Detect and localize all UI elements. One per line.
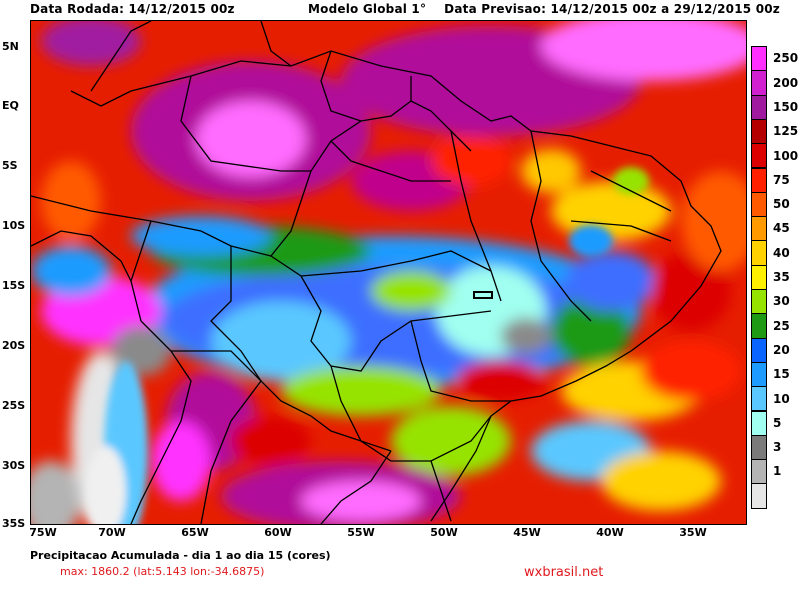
colorbar-segment (751, 434, 767, 461)
model-name-label: Modelo Global 1° (308, 2, 427, 16)
precip-field (31, 21, 746, 524)
colorbar-label: 45 (773, 221, 790, 236)
lat-label: 30S (2, 459, 26, 472)
lat-label: 5N (2, 40, 19, 53)
colorbar-segment (751, 289, 767, 315)
lat-label: 20S (2, 339, 26, 352)
colorbar-label: 40 (773, 245, 790, 260)
colorbar-label: 1 (773, 464, 782, 479)
colorbar-label: 250 (773, 51, 799, 66)
lon-label: 60W (264, 526, 292, 539)
colorbar-segment (751, 191, 767, 218)
colorbar-segment (751, 216, 767, 242)
colorbar-segment (751, 46, 767, 72)
colorbar-segment (751, 386, 767, 412)
max-value-label: max: 1860.2 (lat:5.143 lon:-34.6875) (60, 565, 265, 578)
run-date-label: Data Rodada: 14/12/2015 00z (30, 2, 235, 16)
colorbar-segment (751, 94, 767, 120)
colorbar-segment (751, 264, 767, 290)
colorbar-label: 25 (773, 318, 790, 333)
forecast-date-label: Data Previsao: 14/12/2015 00z a 29/12/20… (444, 2, 780, 16)
colorbar-label: 20 (773, 342, 790, 357)
lon-label: 75W (29, 526, 57, 539)
colorbar-segment (751, 118, 767, 145)
boundaries (31, 21, 722, 524)
lon-label: 35W (679, 526, 707, 539)
colorbar-segment (751, 483, 767, 509)
colorbar-segment (751, 240, 767, 266)
map-title: Precipitacao Acumulada - dia 1 ao dia 15… (30, 549, 331, 562)
colorbar-label: 5 (773, 415, 782, 430)
lon-label: 50W (430, 526, 458, 539)
colorbar-label: 15 (773, 367, 790, 382)
colorbar-label: 100 (773, 148, 799, 163)
lon-label: 55W (347, 526, 375, 539)
colorbar-segment (751, 313, 767, 339)
lat-label: EQ (2, 99, 19, 112)
lon-label: 40W (596, 526, 624, 539)
precipitation-map-canvas (31, 21, 746, 524)
lat-label: 15S (2, 279, 26, 292)
colorbar-label: 125 (773, 124, 799, 139)
precipitation-map (30, 20, 747, 525)
colorbar-label: 50 (773, 197, 790, 212)
colorbar-label: 3 (773, 440, 782, 455)
colorbar-segment (751, 70, 767, 96)
colorbar-segment (751, 337, 767, 363)
colorbar-label: 35 (773, 270, 790, 284)
colorbar-segment (751, 143, 767, 169)
colorbar-label: 75 (773, 172, 790, 187)
lat-label: 35S (2, 517, 26, 530)
colorbar-segment (751, 410, 767, 436)
colorbar-label: 200 (773, 75, 799, 90)
lon-label: 45W (513, 526, 541, 539)
colorbar-segment (751, 167, 767, 193)
lat-label: 5S (2, 159, 18, 172)
lon-label: 65W (181, 526, 209, 539)
lon-label: 70W (98, 526, 126, 539)
site-credit: wxbrasil.net (524, 565, 604, 580)
lat-label: 25S (2, 399, 26, 412)
colorbar-label: 150 (773, 99, 799, 114)
lat-label: 10S (2, 219, 26, 232)
colorbar-segment (751, 459, 767, 485)
colorbar-label: 10 (773, 391, 790, 406)
colorbar-label: 30 (773, 294, 790, 309)
colorbar-segment (751, 361, 767, 388)
